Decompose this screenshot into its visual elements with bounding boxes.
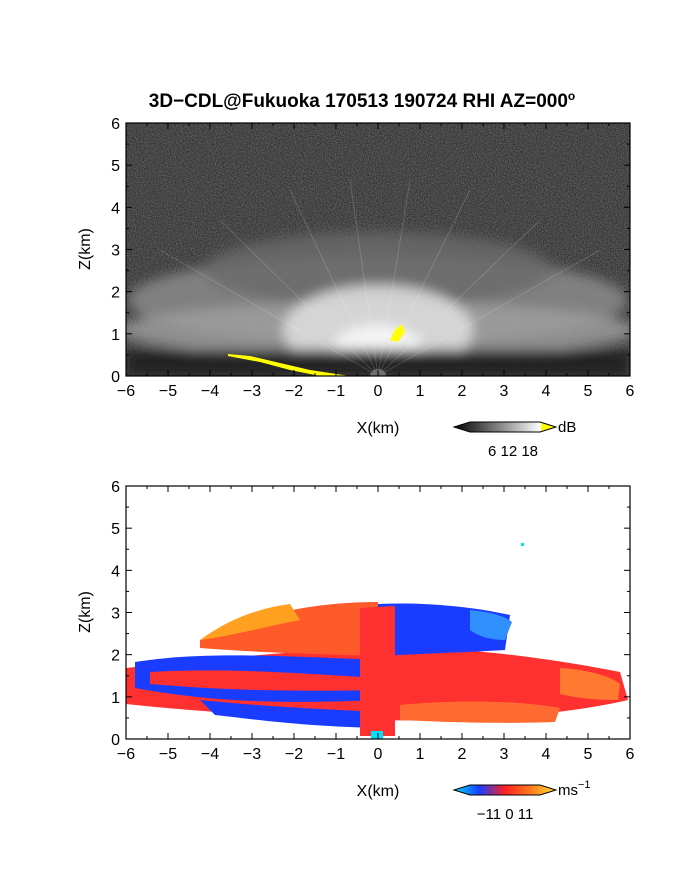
velocity-x-tick-label: −1 bbox=[327, 746, 345, 763]
reflectivity-y-tick-label: 5 bbox=[111, 158, 120, 175]
reflectivity-colorbar: dB 6 12 18 bbox=[452, 419, 576, 460]
reflectivity-y-tick-label: 1 bbox=[111, 327, 120, 344]
velocity-x-tick-label: 5 bbox=[584, 746, 593, 763]
reflectivity-xlabel: X(km) bbox=[357, 420, 400, 437]
reflectivity-x-tick-label: 3 bbox=[500, 383, 509, 400]
velocity-y-tick-label: 6 bbox=[111, 479, 120, 496]
velocity-x-tick-label: 4 bbox=[542, 746, 551, 763]
velocity-x-tick-label: 3 bbox=[500, 746, 509, 763]
velocity-axes: −6 −5 −4 −3 −2 −1 0 1 2 3 4 5 6 0 1 2 3 4 5 6 bbox=[111, 479, 634, 763]
velocity-x-tick-label: −3 bbox=[243, 746, 261, 763]
colorbar-velocity-body bbox=[452, 784, 558, 796]
reflectivity-y-tick-label: 6 bbox=[111, 116, 120, 133]
reflectivity-x-tick-label: −1 bbox=[327, 383, 345, 400]
reflectivity-x-tick-label: −4 bbox=[201, 383, 219, 400]
colorbar-ticks-ms: −11 0 11 bbox=[477, 806, 534, 823]
velocity-colorbar: ms−1 −11 0 11 bbox=[452, 779, 591, 823]
reflectivity-x-tick-label: 1 bbox=[416, 383, 425, 400]
velocity-x-tick-label: −2 bbox=[285, 746, 303, 763]
reflectivity-x-tick-label: −6 bbox=[117, 383, 135, 400]
colorbar-unit-ms: ms−1 bbox=[558, 779, 591, 799]
reflectivity-axes: −6 −5 −4 −3 −2 −1 0 1 2 3 4 5 6 0 1 2 3 4 5 6 bbox=[111, 116, 634, 400]
velocity-y-tick-label: 2 bbox=[111, 648, 120, 665]
colorbar-ticks-db: 6 12 18 bbox=[488, 443, 538, 460]
colorbar-gray-body bbox=[452, 421, 558, 433]
velocity-xlabel: X(km) bbox=[357, 783, 400, 800]
reflectivity-y-tick-label: 0 bbox=[111, 369, 120, 386]
yellow-ground-strip bbox=[228, 354, 350, 376]
velocity-y-tick-label: 1 bbox=[111, 690, 120, 707]
velocity-y-tick-label: 3 bbox=[111, 606, 120, 623]
velocity-x-tick-label: −6 bbox=[117, 746, 135, 763]
reflectivity-x-tick-label: 4 bbox=[542, 383, 551, 400]
velocity-x-tick-label: −5 bbox=[159, 746, 177, 763]
isolated-cyan-point bbox=[521, 543, 524, 546]
reflectivity-x-tick-label: 0 bbox=[374, 383, 383, 400]
reflectivity-x-tick-label: 5 bbox=[584, 383, 593, 400]
reflectivity-x-tick-label: −3 bbox=[243, 383, 261, 400]
velocity-x-tick-label: 1 bbox=[416, 746, 425, 763]
reflectivity-y-tick-label: 4 bbox=[111, 200, 120, 217]
reflectivity-y-tick-label: 2 bbox=[111, 285, 120, 302]
velocity-y-tick-label: 5 bbox=[111, 521, 120, 538]
reflectivity-x-tick-label: −5 bbox=[159, 383, 177, 400]
reflectivity-ylabel: Z(km) bbox=[77, 228, 94, 270]
velocity-y-tick-label: 0 bbox=[111, 732, 120, 749]
velocity-x-tick-label: 0 bbox=[374, 746, 383, 763]
colorbar-unit-db: dB bbox=[558, 419, 576, 436]
chart-title: 3D−CDL@Fukuoka 170513 190724 RHI AZ=000o bbox=[149, 89, 576, 112]
reflectivity-x-tick-label: 6 bbox=[626, 383, 635, 400]
velocity-echo bbox=[126, 602, 628, 739]
reflectivity-x-tick-label: −2 bbox=[285, 383, 303, 400]
velocity-panel: −6 −5 −4 −3 −2 −1 0 1 2 3 4 5 6 0 1 2 3 4 5 6 X(km) Z(km) bbox=[77, 479, 635, 800]
velocity-x-tick-label: −4 bbox=[201, 746, 219, 763]
reflectivity-panel: −6 −5 −4 −3 −2 −1 0 1 2 3 4 5 6 0 1 2 3 4 5 6 X(km) Z(km) bbox=[77, 116, 635, 437]
reflectivity-y-tick-label: 3 bbox=[111, 243, 120, 260]
velocity-y-tick-label: 4 bbox=[111, 563, 120, 580]
radial-beams bbox=[159, 179, 601, 376]
velocity-ylabel: Z(km) bbox=[77, 591, 94, 633]
yellow-patch bbox=[390, 324, 405, 342]
reflectivity-x-tick-label: 2 bbox=[458, 383, 467, 400]
velocity-x-tick-label: 2 bbox=[458, 746, 467, 763]
velocity-x-tick-label: 6 bbox=[626, 746, 635, 763]
